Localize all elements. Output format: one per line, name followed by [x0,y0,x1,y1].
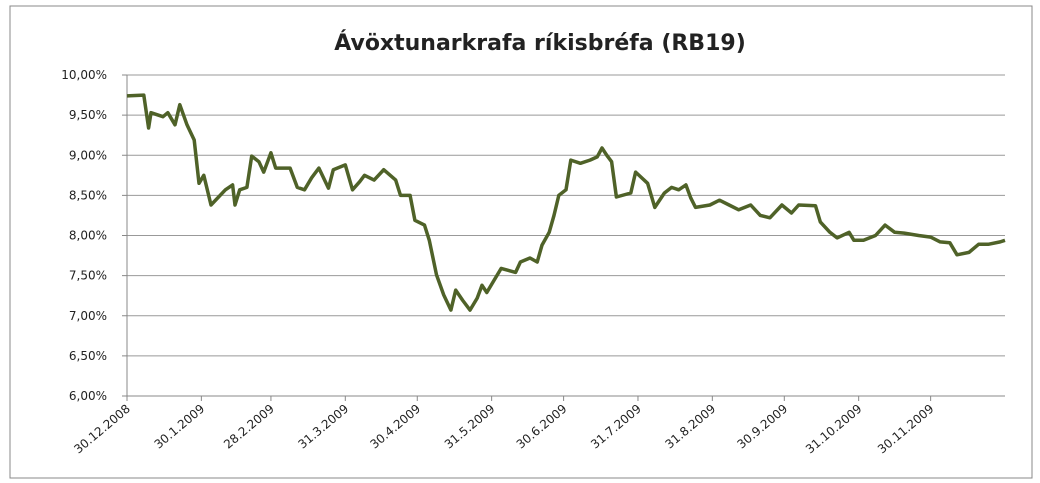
y-tick-label: 9,50% [69,108,107,122]
chart-frame [9,5,1033,479]
y-tick-label: 7,00% [69,309,107,323]
y-tick-label: 9,00% [69,148,107,162]
y-tick-label: 10,00% [61,68,107,82]
line-series [126,93,1006,312]
y-tick-label: 8,00% [69,229,107,243]
y-tick-label: 6,00% [69,389,107,403]
y-tick-label: 8,50% [69,188,107,202]
y-tick-label: 7,50% [69,269,107,283]
chart-title: Ávöxtunarkrafa ríkisbréfa (RB19) [334,30,746,56]
y-tick-label: 6,50% [69,349,107,363]
